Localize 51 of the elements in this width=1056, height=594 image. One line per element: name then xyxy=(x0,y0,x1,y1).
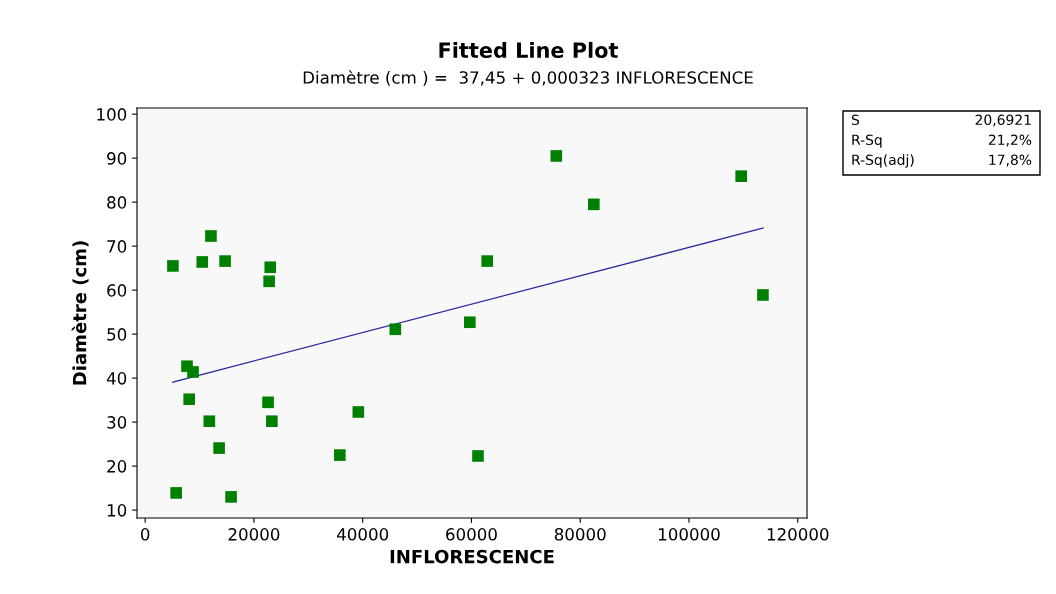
point xyxy=(170,487,182,499)
point xyxy=(225,491,237,503)
text: 17,8% xyxy=(989,154,1032,167)
x-tick-label: 120000 xyxy=(767,528,829,541)
x-axis-title: INFLORESCENCE xyxy=(390,549,554,564)
x-tick-label: 100000 xyxy=(659,528,720,541)
point xyxy=(263,275,275,288)
text: R-Sq(adj) xyxy=(852,154,914,168)
point xyxy=(472,450,484,462)
y-tick-label: 40 xyxy=(106,372,127,385)
point xyxy=(334,449,346,461)
point xyxy=(264,261,277,274)
y-tick-label: 90 xyxy=(107,152,127,165)
y-tick-label: 100 xyxy=(97,108,127,121)
point xyxy=(266,415,278,428)
point xyxy=(187,366,199,378)
point xyxy=(550,150,563,162)
point xyxy=(757,289,769,301)
point xyxy=(735,170,748,182)
point xyxy=(205,230,217,242)
point xyxy=(167,260,179,272)
point xyxy=(588,198,600,211)
text: 21,2% xyxy=(988,134,1032,147)
x-tick-label: 80000 xyxy=(554,528,606,541)
y-tick-label: 20 xyxy=(107,460,127,473)
chart-title: Fitted Line Plot xyxy=(439,41,618,59)
y-tick-label: 80 xyxy=(107,196,127,209)
x-tick-label: 40000 xyxy=(336,528,389,541)
x-tick-label: 20000 xyxy=(228,528,280,541)
chart-subtitle: Diamètre (cm ) = 37,45 + 0,000323 INFLORESCENCE xyxy=(303,70,753,86)
x-tick-label: 0 xyxy=(140,528,150,541)
point xyxy=(213,442,225,454)
y-axis-title: Diamètre (cm) xyxy=(71,241,89,385)
point xyxy=(352,406,365,418)
text: S xyxy=(851,114,860,126)
y-tick-label: 60 xyxy=(107,284,127,297)
point xyxy=(481,255,494,267)
point xyxy=(262,396,274,409)
point xyxy=(389,323,402,336)
point xyxy=(183,393,196,406)
point xyxy=(203,415,216,428)
x-tick-label: 60000 xyxy=(446,528,497,541)
y-tick-label: 10 xyxy=(107,504,127,517)
text: 20,6921 xyxy=(975,114,1031,127)
point xyxy=(196,256,209,268)
point xyxy=(219,255,231,267)
y-tick-label: 70 xyxy=(107,240,127,253)
y-tick-label: 30 xyxy=(107,416,127,429)
point xyxy=(464,316,476,329)
text: R-Sq xyxy=(852,134,882,148)
y-tick-label: 50 xyxy=(107,328,127,341)
